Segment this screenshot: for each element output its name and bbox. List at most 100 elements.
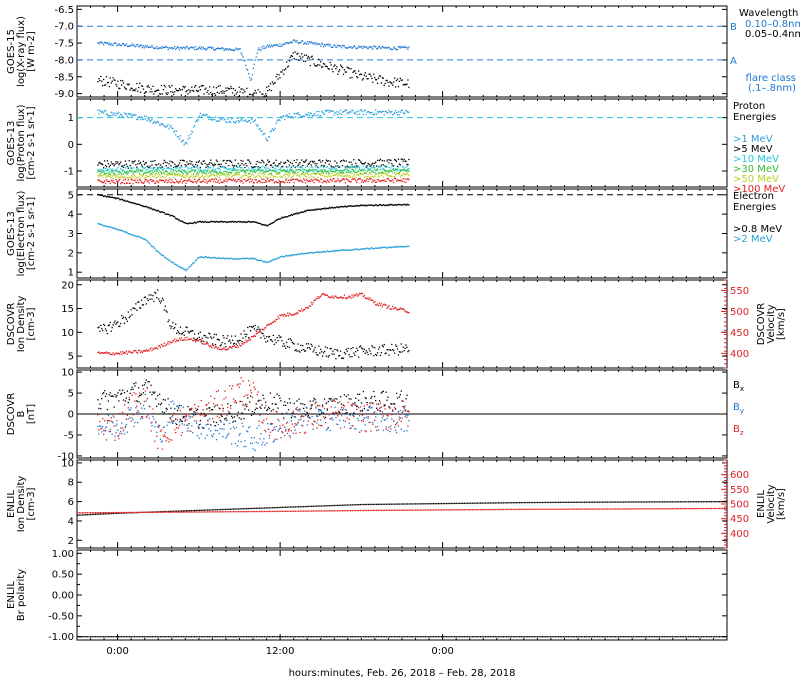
data-point xyxy=(201,341,202,342)
data-point xyxy=(115,84,116,85)
data-point xyxy=(108,415,109,416)
data-point xyxy=(149,413,150,414)
data-point xyxy=(380,169,381,170)
data-point xyxy=(362,79,363,80)
data-point xyxy=(329,182,330,183)
y-axis-label: [cm-2 s-1 sr-1] xyxy=(26,197,37,270)
data-point xyxy=(175,134,176,135)
data-point xyxy=(262,170,263,171)
data-point xyxy=(349,112,350,113)
data-point xyxy=(167,321,168,322)
data-point xyxy=(225,174,226,175)
data-point xyxy=(160,94,161,95)
data-point xyxy=(150,179,151,180)
data-point xyxy=(328,160,329,161)
data-point xyxy=(350,161,351,162)
data-point xyxy=(331,165,332,166)
data-point xyxy=(383,78,384,79)
data-point xyxy=(223,50,224,51)
data-point xyxy=(103,112,104,113)
data-point xyxy=(364,168,365,169)
data-point xyxy=(276,169,277,170)
data-point xyxy=(185,339,186,340)
data-point xyxy=(360,345,361,346)
data-point xyxy=(330,399,331,400)
data-point xyxy=(363,78,364,79)
data-point xyxy=(161,48,162,49)
data-point xyxy=(132,114,133,115)
data-point xyxy=(142,170,143,171)
data-point xyxy=(408,87,409,88)
data-point xyxy=(144,115,145,116)
data-point xyxy=(123,82,124,83)
data-point xyxy=(254,412,255,413)
data-point xyxy=(291,166,292,167)
data-point xyxy=(100,325,101,326)
data-point xyxy=(167,94,168,95)
data-point xyxy=(279,43,280,44)
data-point xyxy=(392,179,393,180)
data-point xyxy=(332,47,333,48)
data-point xyxy=(268,168,269,169)
data-point xyxy=(200,48,201,49)
data-point xyxy=(258,89,259,90)
data-point xyxy=(138,412,139,413)
data-point xyxy=(327,295,328,296)
data-point xyxy=(262,333,263,334)
data-point xyxy=(263,179,264,180)
data-point xyxy=(376,173,377,174)
data-point xyxy=(239,121,240,122)
data-point xyxy=(161,344,162,345)
data-point xyxy=(101,398,102,399)
data-point xyxy=(371,396,372,397)
data-point xyxy=(154,248,155,249)
data-point xyxy=(118,112,119,113)
data-point xyxy=(318,59,319,60)
data-point xyxy=(145,296,146,297)
data-point xyxy=(299,56,300,57)
data-point xyxy=(186,425,187,426)
data-point xyxy=(276,337,277,338)
data-point xyxy=(147,169,148,170)
data-point xyxy=(255,336,256,337)
data-point xyxy=(142,86,143,87)
data-point xyxy=(264,95,265,96)
data-point xyxy=(400,351,401,352)
data-point xyxy=(175,418,176,419)
data-point xyxy=(149,182,150,183)
data-point xyxy=(311,164,312,165)
data-point xyxy=(361,46,362,47)
data-point xyxy=(285,162,286,163)
data-point xyxy=(279,398,280,399)
data-point xyxy=(303,172,304,173)
data-point xyxy=(130,177,131,178)
data-point xyxy=(140,352,141,353)
data-point xyxy=(284,314,285,315)
data-point xyxy=(275,321,276,322)
data-point xyxy=(266,87,267,88)
data-point xyxy=(269,161,270,162)
data-point xyxy=(218,174,219,175)
data-point xyxy=(138,160,139,161)
data-point xyxy=(399,114,400,115)
data-point xyxy=(192,132,193,133)
data-point xyxy=(120,175,121,176)
data-point xyxy=(126,89,127,90)
data-point xyxy=(258,326,259,327)
y-axis-label: [nT] xyxy=(26,404,37,424)
data-point xyxy=(119,179,120,180)
data-point xyxy=(269,89,270,90)
data-point xyxy=(337,114,338,115)
data-point xyxy=(110,175,111,176)
data-point xyxy=(119,354,120,355)
data-point xyxy=(123,117,124,118)
data-point xyxy=(110,173,111,174)
data-point xyxy=(238,347,239,348)
data-point xyxy=(123,317,124,318)
data-point xyxy=(130,409,131,410)
data-point xyxy=(143,161,144,162)
data-point xyxy=(161,167,162,168)
data-point xyxy=(105,183,106,184)
data-point xyxy=(308,343,309,344)
data-point xyxy=(149,87,150,88)
